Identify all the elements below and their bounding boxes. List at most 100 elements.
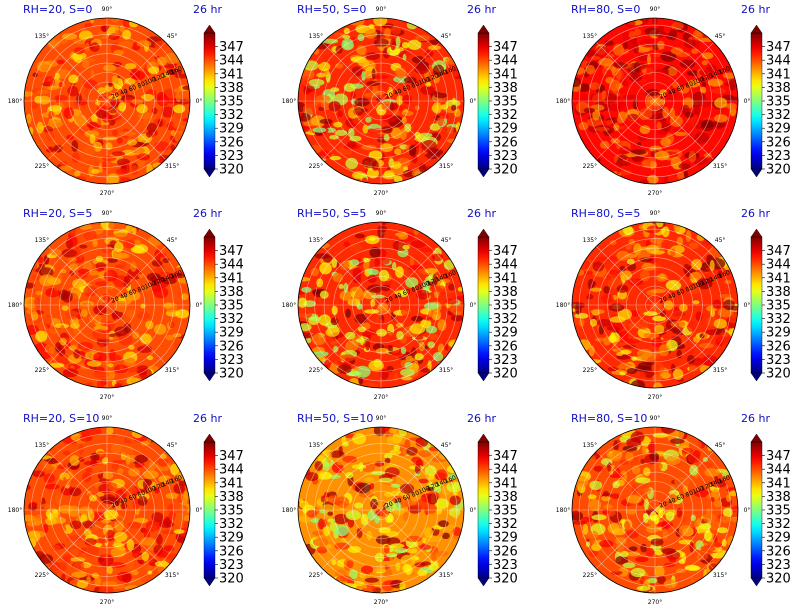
angular-gridline (654, 509, 714, 569)
colorbar-tick-label: 323 (219, 558, 244, 573)
angular-gridline (322, 451, 382, 511)
radial-tick-label: 20 (658, 91, 668, 100)
angle-tick-label: 90° (650, 415, 661, 422)
angular-gridline (654, 100, 714, 160)
colorbar-tick-label: 332 (766, 108, 791, 123)
colorbar-extend-min (477, 372, 490, 382)
radial-tick-label: 100 (418, 280, 431, 291)
angle-tick-label: 180° (282, 98, 296, 105)
angular-gridline (380, 100, 440, 160)
angular-gridline (322, 246, 382, 306)
angular-gridline (380, 42, 440, 102)
radial-tick-label: 60 (402, 84, 412, 93)
angle-tick-label: 315° (713, 572, 727, 579)
angle-tick-label: 180° (8, 302, 22, 309)
angle-tick-label: 225° (35, 367, 49, 374)
colorbar-tick-label: 347 (219, 449, 244, 464)
colorbar-tick-label: 329 (493, 531, 518, 546)
radial-tick-label: 60 (402, 493, 412, 502)
radial-tick-label: 20 (384, 91, 394, 100)
angular-gridline (322, 42, 382, 102)
angular-gridline (48, 304, 108, 364)
colorbar-tick-label: 338 (493, 285, 518, 300)
polar-frame (23, 221, 191, 389)
colorbar-tick-label: 347 (219, 40, 244, 55)
angle-tick-label: 45° (715, 237, 726, 244)
colorbar-tick-label: 332 (766, 517, 791, 532)
colorbar-tick-label: 341 (219, 271, 244, 286)
radial-tick-label: 140 (435, 478, 448, 489)
panel-title: RH=80, S=0 (571, 3, 640, 16)
angular-gridline (48, 509, 108, 569)
radial-tick-label: 120 (700, 481, 713, 492)
panel-title: RH=80, S=10 (571, 412, 647, 425)
angle-tick-label: 135° (583, 442, 597, 449)
radial-tick-label: 160 (170, 269, 183, 280)
radial-tick-label: 100 (144, 76, 157, 87)
radial-tick-label: 40 (119, 292, 129, 301)
colorbar-tick-label: 329 (219, 122, 244, 137)
colorbar-tick-label: 326 (493, 544, 518, 559)
radial-tick-label: 20 (384, 295, 394, 304)
radial-tick-label: 140 (161, 478, 174, 489)
colorbar-tick-label: 329 (493, 326, 518, 341)
polar-frame (297, 426, 465, 594)
radial-tick-label: 80 (137, 489, 147, 498)
colorbar-tick-label: 320 (493, 163, 518, 178)
angular-gridline (654, 42, 714, 102)
radial-tick-label: 100 (144, 485, 157, 496)
polar-field (572, 18, 738, 184)
angular-gridline (106, 509, 166, 569)
panel-title: RH=80, S=5 (571, 207, 640, 220)
colorbar-tick-label: 341 (766, 476, 791, 491)
colorbar-tick-label: 344 (219, 54, 244, 69)
angle-tick-label: 0° (196, 302, 203, 309)
colorbar-tick-label: 341 (493, 271, 518, 286)
radial-tick-label: 20 (110, 91, 120, 100)
colorbar-tick-label: 332 (219, 108, 244, 123)
colorbar-extend-max (477, 24, 490, 34)
radial-tick-label: 100 (692, 485, 705, 496)
polar-frame (571, 221, 739, 389)
angle-tick-label: 315° (439, 367, 453, 374)
angle-tick-label: 225° (583, 367, 597, 374)
radial-tick-label: 120 (700, 276, 713, 287)
colorbar-tick-label: 335 (219, 95, 244, 110)
angle-tick-label: 180° (8, 98, 22, 105)
angle-tick-label: 0° (744, 98, 751, 105)
colorbar-extend-min (203, 372, 216, 382)
radial-tick-label: 120 (152, 72, 165, 83)
radial-tick-label: 60 (128, 84, 138, 93)
colorbar-tick-label: 329 (766, 122, 791, 137)
angle-tick-label: 45° (715, 442, 726, 449)
colorbar-tick-label: 332 (493, 108, 518, 123)
radial-tick-label: 120 (426, 481, 439, 492)
radial-tick-label: 80 (411, 80, 421, 89)
colorbar-tick-label: 344 (493, 463, 518, 478)
colorbar-tick-label: 323 (493, 353, 518, 368)
panel-time-label: 26 hr (467, 412, 496, 425)
angle-tick-label: 90° (650, 210, 661, 217)
radial-tick-label: 20 (110, 500, 120, 509)
angular-gridline (106, 42, 166, 102)
colorbar-extend-max (750, 24, 763, 34)
radial-tick-label: 60 (128, 493, 138, 502)
polar-frame (571, 17, 739, 185)
colorbar-extend-min (750, 372, 763, 382)
radial-tick-label: 140 (709, 69, 722, 80)
angular-gridline (380, 451, 440, 511)
colorbar-tick-label: 335 (766, 95, 791, 110)
radial-tick-label: 80 (685, 489, 695, 498)
angular-gridline (596, 509, 656, 569)
colorbar-tick-label: 329 (219, 531, 244, 546)
radial-tick-label: 40 (393, 88, 403, 97)
colorbar-gradient (750, 441, 763, 579)
angular-gridline (106, 451, 166, 511)
angle-tick-label: 270° (100, 394, 114, 401)
radial-tick-label: 140 (709, 273, 722, 284)
colorbar-tick-label: 326 (766, 339, 791, 354)
colorbar-tick-label: 344 (493, 258, 518, 273)
polar-frame (297, 17, 465, 185)
